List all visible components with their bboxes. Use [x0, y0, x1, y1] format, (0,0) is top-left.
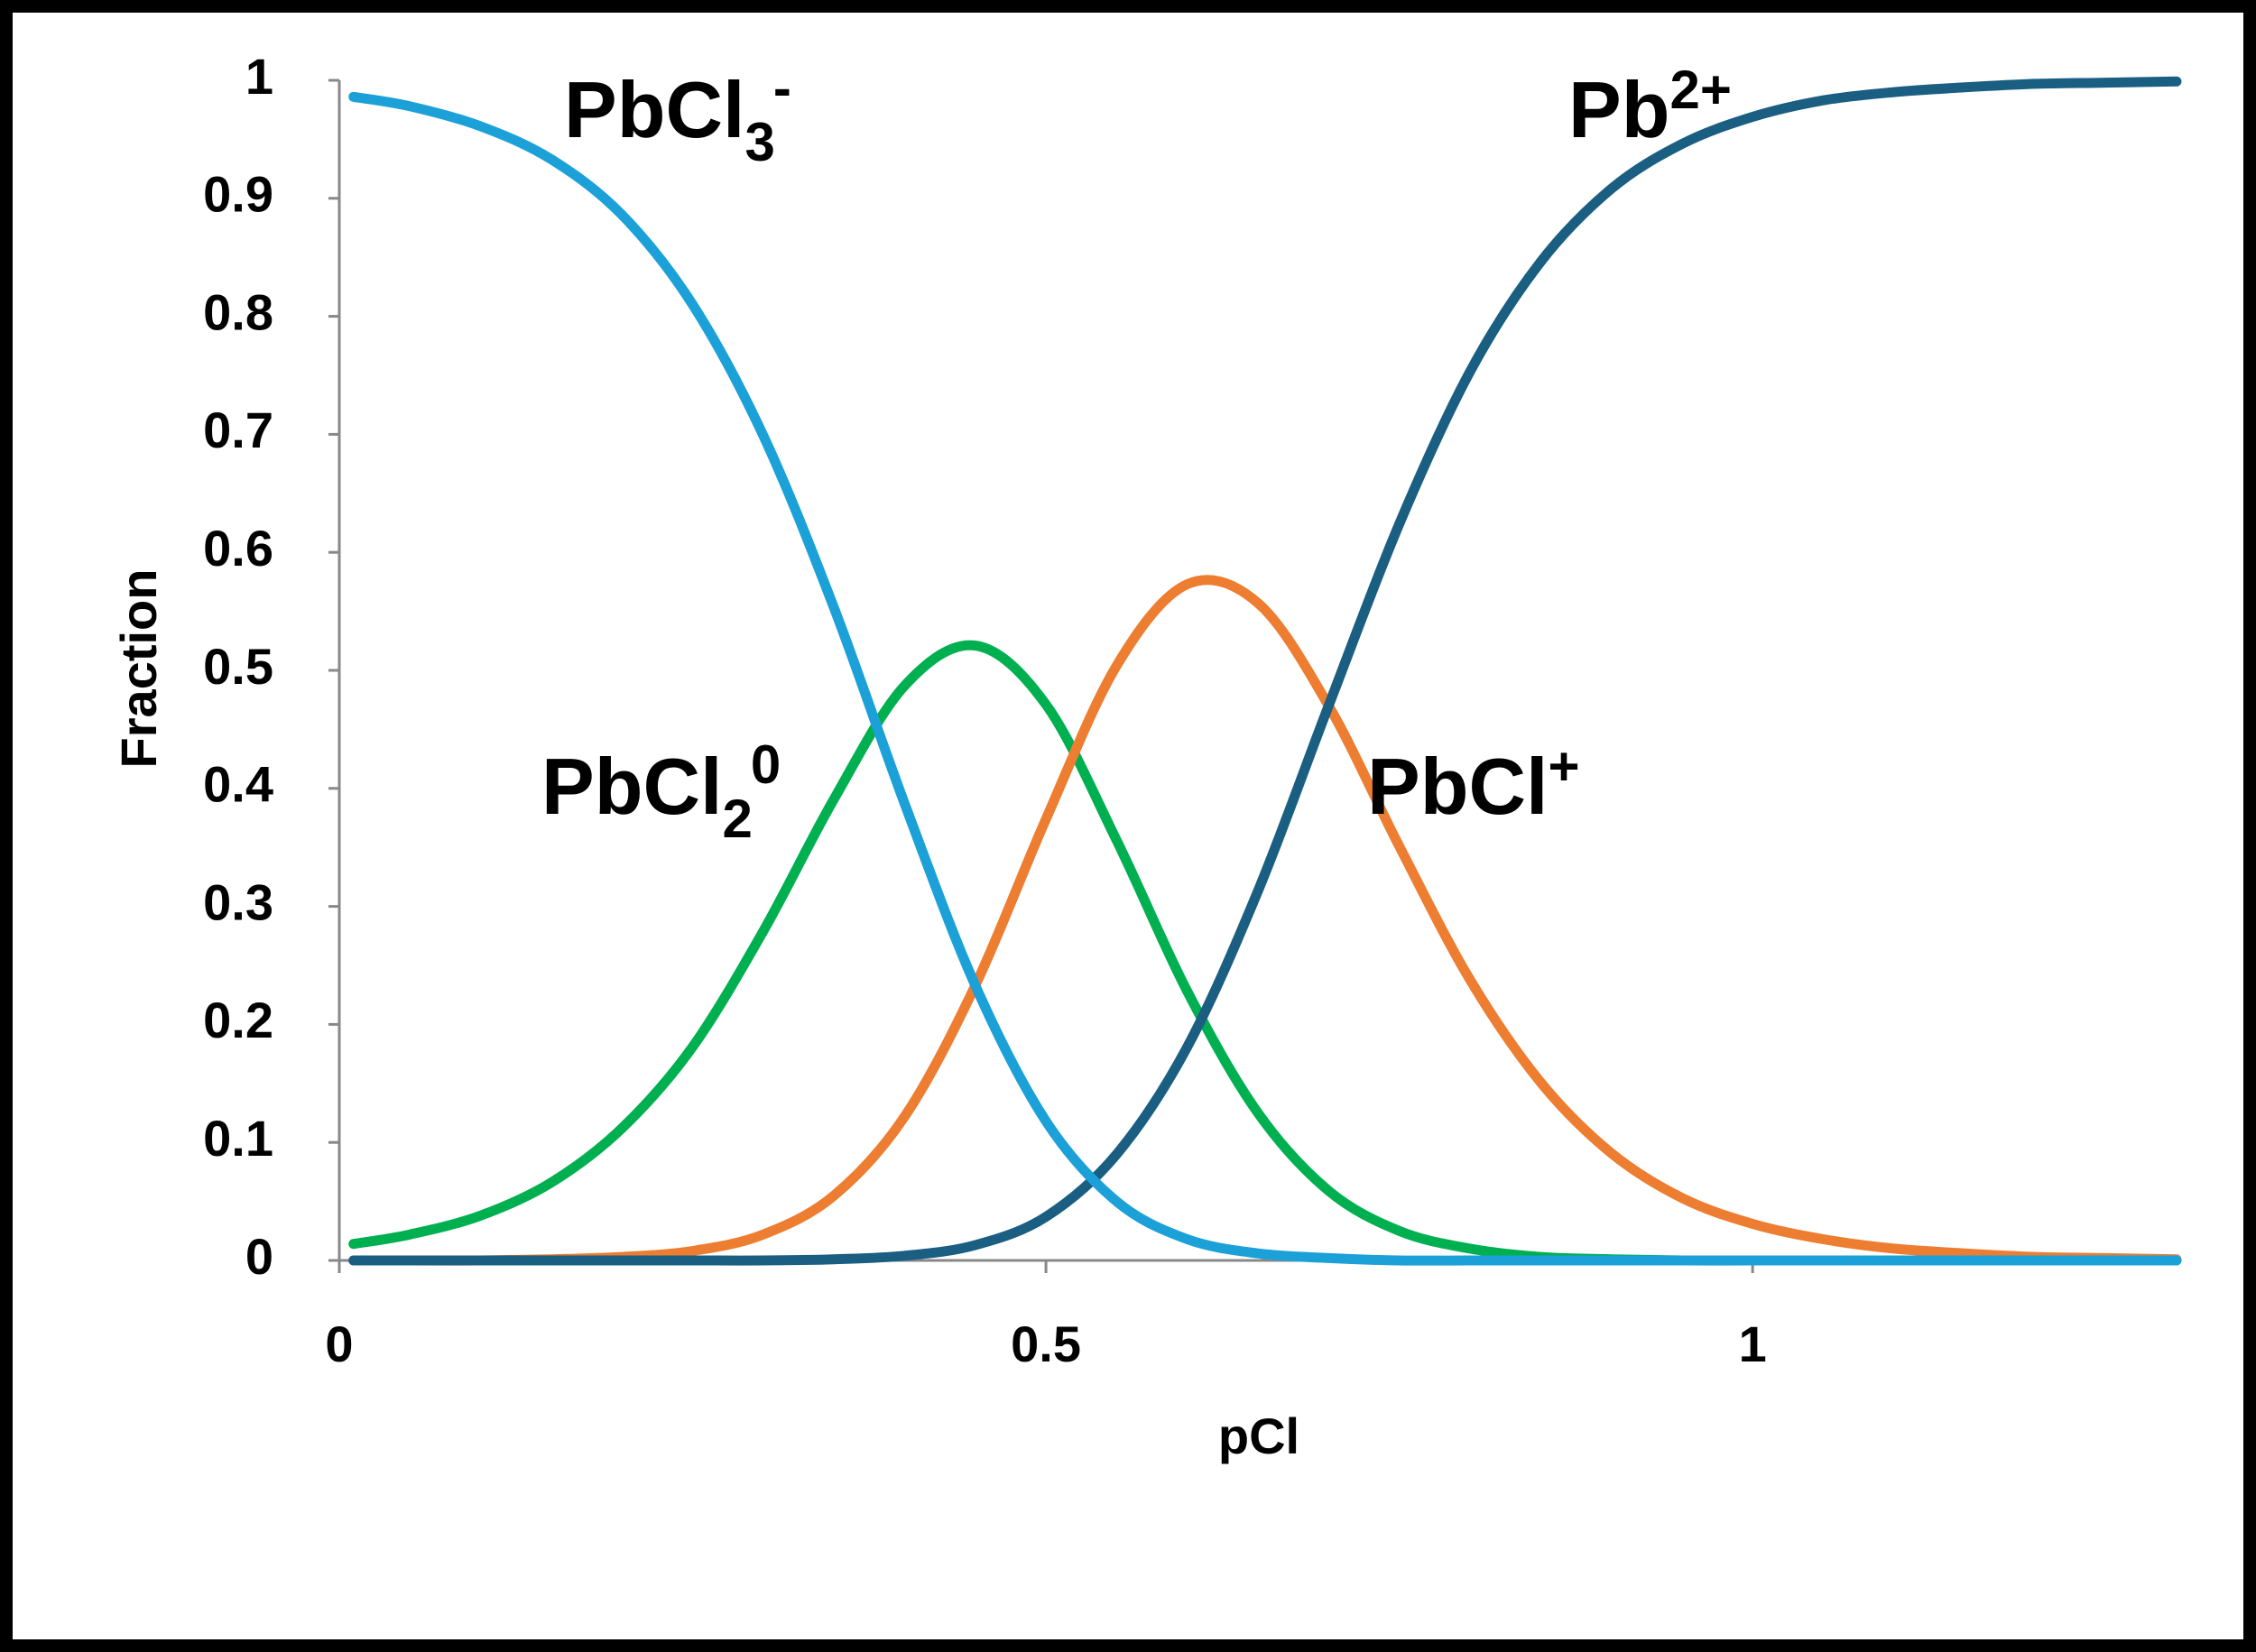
y-tick-label: 0.7: [203, 401, 273, 458]
y-tick-label: 0.6: [203, 520, 273, 577]
y-tick-label: 0.1: [203, 1110, 273, 1167]
y-tick-label: 0.9: [203, 166, 273, 223]
species-label: Pb2+: [1568, 60, 1732, 154]
species-superscript: -: [773, 58, 791, 118]
species-subscript: 2: [722, 789, 752, 849]
series-line: [348, 76, 2182, 1266]
y-tick-label: 0.2: [203, 992, 273, 1048]
species-name: PbCl: [1367, 742, 1548, 831]
species-label: PbCl20: [541, 734, 781, 849]
y-tick-label: 1: [245, 48, 273, 105]
y-tick-label: 0.3: [203, 873, 273, 930]
species-name: PbCl: [541, 742, 722, 831]
y-tick-label: 0.8: [203, 283, 273, 340]
y-tick-label: 0.5: [203, 638, 273, 695]
species-label: PbCl+: [1367, 736, 1580, 831]
y-tick-label: 0: [245, 1228, 273, 1285]
y-axis-title: Fraction: [110, 569, 167, 769]
series-line: [348, 575, 2182, 1266]
x-tick-label: 0: [325, 1315, 353, 1372]
x-tick-label: 0.5: [1011, 1315, 1081, 1372]
x-tick-label: 1: [1739, 1315, 1767, 1372]
y-tick-label: 0.4: [203, 756, 273, 813]
species-subscript: 3: [744, 112, 774, 172]
series-line: [348, 91, 2182, 1266]
species-label: PbCl3-: [564, 58, 791, 172]
species-name: PbCl: [564, 65, 744, 154]
species-superscript: +: [1548, 736, 1579, 797]
species-superscript: 2+: [1669, 60, 1731, 120]
x-axis-title: pCl: [1218, 1407, 1299, 1464]
species-superscript: 0: [751, 734, 781, 795]
species-name: Pb: [1568, 65, 1669, 154]
